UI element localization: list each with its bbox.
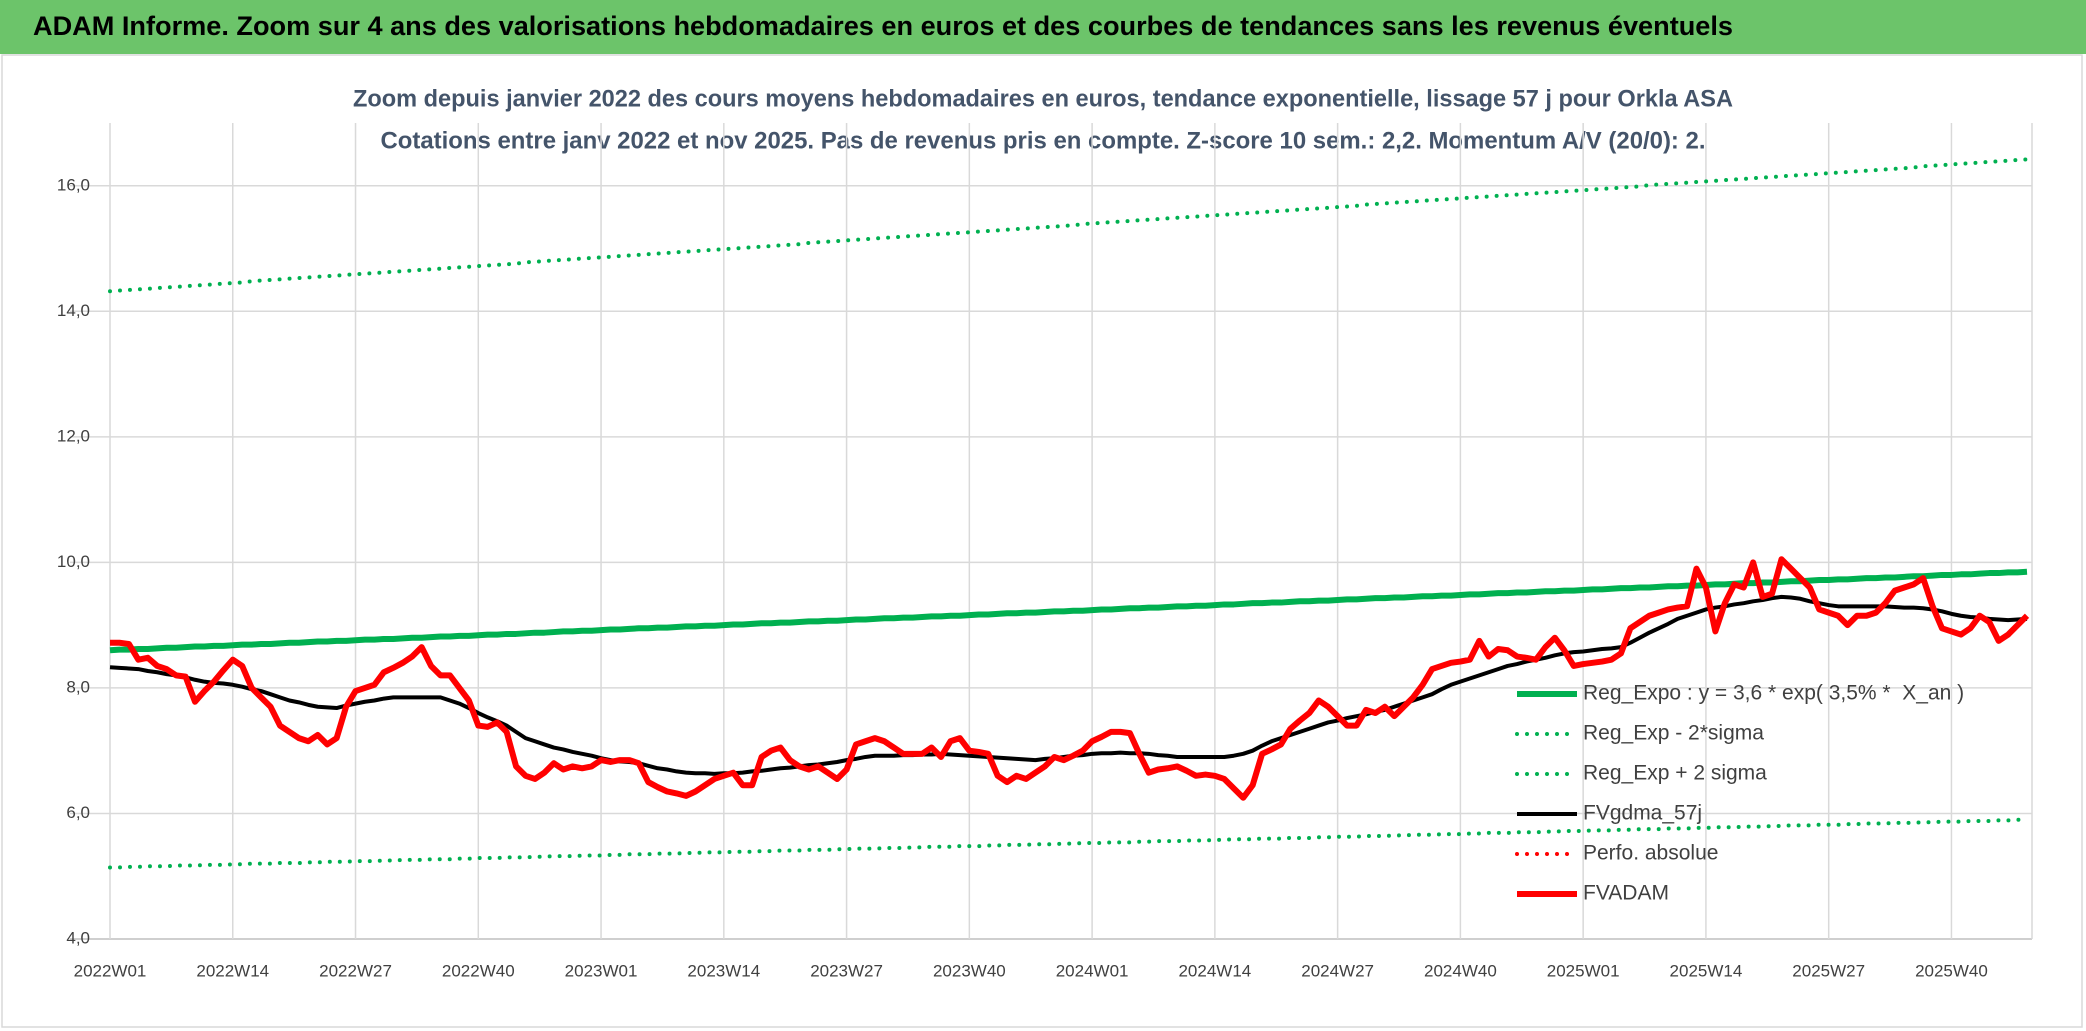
y-tick-label: 8,0	[66, 677, 90, 696]
x-tick-label: 2024W14	[1178, 961, 1251, 980]
y-tick-label: 14,0	[57, 301, 90, 320]
x-tick-label: 2024W27	[1301, 961, 1374, 980]
header-band	[0, 0, 2086, 54]
x-tick-label: 2025W40	[1915, 961, 1988, 980]
legend-label: Perfo. absolue	[1583, 842, 1718, 865]
y-tick-label: 16,0	[57, 175, 90, 194]
x-tick-label: 2022W40	[442, 961, 515, 980]
legend-label: Reg_Expo : y = 3,6 * exp( 3,5% * X_an )	[1583, 682, 1964, 705]
chart-subtitle: Cotations entre janv 2022 et nov 2025. P…	[381, 127, 1706, 154]
y-tick-label: 4,0	[66, 928, 90, 947]
x-tick-label: 2022W27	[319, 961, 392, 980]
x-tick-label: 2022W01	[74, 961, 147, 980]
y-tick-label: 12,0	[57, 426, 90, 445]
grid: 4,0 6,0 8,0 10,0 12,0 14,0 16,0 2022W01 2022W14 2…	[57, 123, 2033, 980]
y-tick-label: 6,0	[66, 803, 90, 822]
chart-title: Zoom depuis janvier 2022 des cours moyen…	[353, 85, 1733, 112]
chart-area	[1, 54, 2083, 1028]
legend-label: Reg_Exp + 2 sigma	[1583, 762, 1767, 785]
x-tick-label: 2023W40	[933, 961, 1006, 980]
legend-label: FVADAM	[1583, 882, 1669, 905]
y-tick-label: 10,0	[57, 552, 90, 571]
x-tick-label: 2024W01	[1056, 961, 1129, 980]
x-tick-label: 2025W27	[1792, 961, 1865, 980]
legend-label: Reg_Exp - 2*sigma	[1583, 722, 1764, 745]
header-title: ADAM Informe. Zoom sur 4 ans des valoris…	[33, 11, 1733, 41]
x-tick-label: 2024W40	[1424, 961, 1497, 980]
x-tick-label: 2025W14	[1670, 961, 1743, 980]
series-line	[108, 817, 2029, 870]
plot	[108, 157, 2030, 870]
x-tick-label: 2023W01	[565, 961, 638, 980]
series-line	[108, 157, 2029, 294]
x-tick-label: 2025W01	[1547, 961, 1620, 980]
x-tick-label: 2023W27	[810, 961, 883, 980]
x-tick-label: 2023W14	[687, 961, 760, 980]
series-line	[110, 556, 2030, 801]
legend: Reg_Expo : y = 3,6 * exp( 3,5% * X_an ) R…	[1515, 682, 1964, 905]
legend-label: FVgdma_57j	[1583, 802, 1702, 825]
x-tick-label: 2022W14	[196, 961, 269, 980]
